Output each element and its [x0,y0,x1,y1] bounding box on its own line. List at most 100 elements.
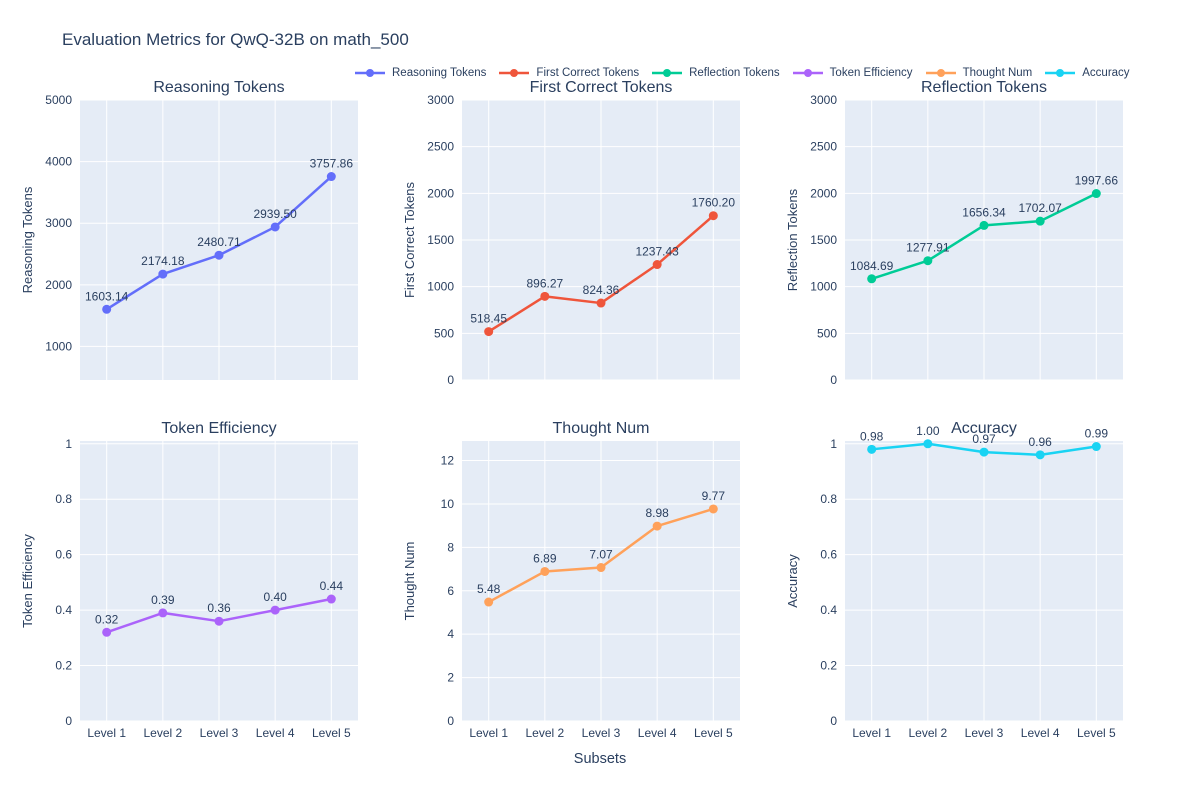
data-point[interactable] [1035,216,1045,226]
data-point-label: 0.39 [151,593,175,607]
data-point[interactable] [596,298,606,308]
data-point[interactable] [540,566,550,576]
legend-item-reflection-tokens[interactable]: Reflection Tokens [652,67,780,79]
data-point[interactable] [979,220,989,230]
legend-line-marker-icon [925,69,956,77]
x-tick-label: Level 2 [525,726,564,740]
y-tick-label: 4 [447,627,454,641]
data-point-label: 1.00 [916,424,940,438]
x-tick-label: Level 5 [694,726,733,740]
legend-item-label: First Correct Tokens [536,67,640,79]
x-tick-label: Level 3 [582,726,621,740]
data-point[interactable] [708,504,718,514]
data-point[interactable] [1091,442,1101,452]
data-point[interactable] [923,256,933,266]
y-tick-label: 2500 [810,140,837,154]
y-tick-label: 0.8 [55,492,72,506]
data-point[interactable] [158,269,168,279]
data-point[interactable] [214,250,224,260]
legend-line-marker-icon [355,69,385,77]
subplot-canvas: 0 500 1000 1500 2000 2500 3000 1084.69 1277.91 16… [785,79,1123,387]
legend-item-label: Token Efficiency [829,67,913,79]
y-tick-label: 2000 [427,186,454,200]
subplot-title: Reflection Tokens [921,79,1047,96]
data-point[interactable] [652,260,662,270]
y-tick-label: 1000 [810,280,837,294]
y-axis-title: Token Efficiency [20,534,35,628]
y-axis-title: Reasoning Tokens [20,186,35,293]
x-tick-label: Level 3 [965,726,1004,740]
legend-item-reasoning-tokens[interactable]: Reasoning Tokens [355,67,486,79]
data-point[interactable] [923,439,933,449]
y-axis-title: Accuracy [785,554,800,608]
legend-line-marker-icon [499,69,530,77]
y-tick-label: 2000 [810,186,837,200]
data-point[interactable] [214,616,224,626]
data-point[interactable] [102,304,112,314]
data-point[interactable] [484,327,494,337]
y-tick-label: 0 [65,714,72,728]
y-tick-label: 8 [447,540,454,554]
y-tick-label: 3000 [45,216,72,230]
subplot-canvas: 1000 2000 3000 4000 5000 1603.14 2174.18 2480.7… [20,79,358,380]
y-tick-label: 0 [830,714,837,728]
y-tick-label: 1500 [427,233,454,247]
data-point-label: 2174.18 [141,254,185,268]
data-point-label: 0.36 [207,601,231,615]
y-tick-label: 1000 [427,280,454,294]
data-point[interactable] [596,563,606,573]
data-point[interactable] [270,222,280,232]
data-point-label: 1277.91 [906,241,950,255]
subplot-title: Accuracy [951,420,1017,437]
data-point[interactable] [540,291,550,301]
x-axis-title: Subsets [573,751,627,767]
y-tick-label: 12 [441,454,455,468]
y-tick-label: 0 [447,714,454,728]
data-point-label: 0.97 [972,432,996,446]
subplot-title: Reasoning Tokens [153,79,284,96]
y-tick-label: 6 [447,584,454,598]
data-point-label: 824.36 [583,283,620,297]
data-point-label: 2480.71 [197,235,241,249]
data-point[interactable] [708,211,718,221]
subplot-canvas: 0 500 1000 1500 2000 2500 3000 518.45 896.27 824.… [402,79,740,387]
legend: Reasoning Tokens First Correct Tokens Refl… [355,65,1130,81]
x-tick-label: Level 4 [638,726,677,740]
legend-item-first-correct-tokens[interactable]: First Correct Tokens [499,67,639,79]
y-tick-label: 0.6 [820,548,837,562]
data-point[interactable] [867,444,877,454]
legend-item-label: Reflection Tokens [689,67,780,79]
data-point[interactable] [867,274,877,284]
data-point[interactable] [1035,450,1045,460]
data-point-label: 518.45 [470,312,507,326]
x-tick-label: Level 4 [256,726,295,740]
data-point[interactable] [102,627,112,637]
data-point-label: 9.77 [702,489,726,503]
subplot-canvas: 0 0.2 0.4 0.6 0.8 1 Level 1 Level 2 Level 3 Level… [20,420,358,740]
y-tick-label: 2500 [427,140,454,154]
legend-item-token-efficiency[interactable]: Token Efficiency [792,67,913,79]
data-point-label: 0.98 [860,429,884,443]
data-point[interactable] [158,608,168,618]
data-point-label: 0.40 [263,590,287,604]
y-tick-label: 1500 [810,233,837,247]
data-point-label: 0.99 [1085,427,1109,441]
x-tick-label: Level 5 [1077,726,1116,740]
data-point[interactable] [326,594,336,604]
data-point-label: 6.89 [533,551,557,565]
data-point[interactable] [979,447,989,457]
data-point[interactable] [270,605,280,615]
data-point[interactable] [1091,189,1101,199]
legend-item-label: Accuracy [1082,67,1130,79]
data-point[interactable] [484,597,494,607]
y-tick-label: 2000 [45,278,72,292]
y-tick-label: 1 [830,437,837,451]
legend-item-thought-num[interactable]: Thought Num [925,67,1032,79]
subplot-title: Thought Num [553,420,650,437]
data-point[interactable] [326,172,336,182]
legend-item-accuracy[interactable]: Accuracy [1045,67,1130,79]
data-point-label: 1656.34 [962,205,1006,219]
data-point[interactable] [652,521,662,531]
x-tick-label: Level 5 [312,726,351,740]
subplot-title: Token Efficiency [161,420,276,437]
